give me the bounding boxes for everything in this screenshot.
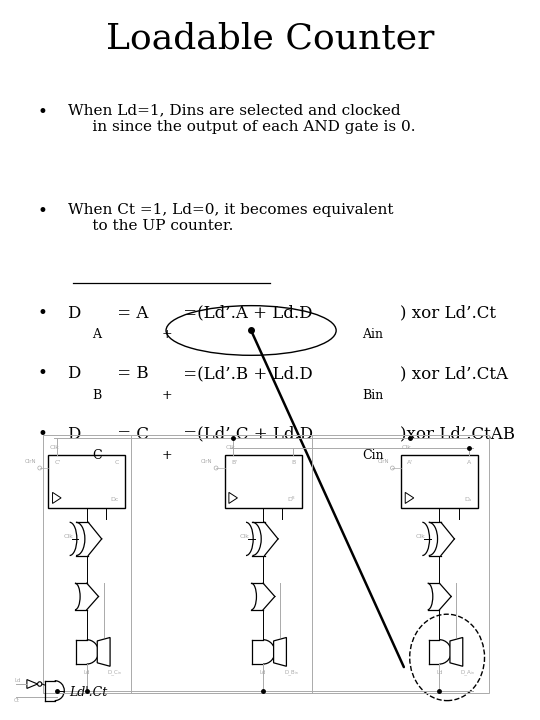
- Text: D: D: [68, 426, 81, 443]
- Text: +: +: [162, 389, 173, 402]
- Text: Ain: Ain: [362, 328, 383, 341]
- Text: Clk: Clk: [63, 534, 73, 539]
- Text: Clk: Clk: [402, 445, 412, 450]
- Text: C': C': [55, 460, 61, 465]
- Text: Ld'.Ct: Ld'.Ct: [70, 686, 108, 699]
- Text: C: C: [92, 449, 102, 462]
- Text: ClrN: ClrN: [201, 459, 213, 464]
- Bar: [43, 435, 489, 693]
- Text: ) xor Ld’.CtA: ) xor Ld’.CtA: [400, 365, 508, 382]
- Text: Ld: Ld: [436, 670, 443, 675]
- Text: = B: = B: [112, 365, 149, 382]
- Text: When Ld=1, Dins are selected and clocked
     in since the output of each AND ga: When Ld=1, Dins are selected and clocked…: [68, 104, 415, 134]
- Text: A': A': [407, 460, 414, 465]
- Text: Ld: Ld: [260, 670, 266, 675]
- Text: ) xor Ld’.Ct: ) xor Ld’.Ct: [400, 305, 496, 322]
- Text: •: •: [38, 104, 48, 121]
- Text: = C: = C: [112, 426, 149, 443]
- Polygon shape: [450, 637, 463, 666]
- Text: Loadable Counter: Loadable Counter: [106, 22, 434, 55]
- Text: When Ct =1, Ld=0, it becomes equivalent
     to the UP counter.: When Ct =1, Ld=0, it becomes equivalent …: [68, 203, 393, 233]
- Text: B: B: [291, 460, 295, 465]
- Text: A: A: [92, 328, 101, 341]
- Polygon shape: [274, 637, 286, 666]
- Text: Clk: Clk: [49, 445, 59, 450]
- Text: Ld: Ld: [84, 670, 90, 675]
- Text: D: D: [68, 365, 81, 382]
- Text: B': B': [231, 460, 237, 465]
- Text: Bin: Bin: [362, 389, 383, 402]
- Text: Clk: Clk: [226, 445, 235, 450]
- Bar: [131, 435, 312, 693]
- Text: Dₐ: Dₐ: [464, 498, 471, 503]
- Text: Clk: Clk: [240, 534, 249, 539]
- Text: +: +: [162, 328, 173, 341]
- Text: ClrN: ClrN: [25, 459, 36, 464]
- Text: D_Bᵢₙ: D_Bᵢₙ: [284, 670, 298, 675]
- Text: +: +: [162, 449, 173, 462]
- Bar: [401, 455, 478, 508]
- Text: D_Aᵢₙ: D_Aᵢₙ: [461, 670, 475, 675]
- Text: Dᴄ: Dᴄ: [110, 498, 119, 503]
- Text: •: •: [38, 305, 48, 322]
- Text: C: C: [114, 460, 119, 465]
- Text: =(Ld’.C + Ld.D: =(Ld’.C + Ld.D: [178, 426, 313, 443]
- Text: ClrN: ClrN: [377, 459, 389, 464]
- Text: A: A: [467, 460, 471, 465]
- Polygon shape: [97, 637, 110, 666]
- Text: Ct: Ct: [14, 698, 20, 703]
- Text: B: B: [92, 389, 101, 402]
- Bar: [48, 455, 125, 508]
- Text: )xor Ld’.CtAB: )xor Ld’.CtAB: [400, 426, 515, 443]
- Bar: [225, 455, 301, 508]
- Text: Dᴮ: Dᴮ: [287, 498, 295, 503]
- Text: •: •: [38, 365, 48, 382]
- Text: •: •: [38, 203, 48, 220]
- Text: Clk: Clk: [416, 534, 426, 539]
- Text: =(Ld’.B + Ld.D: =(Ld’.B + Ld.D: [178, 365, 313, 382]
- Text: Ld: Ld: [14, 678, 21, 683]
- Text: D_Cᵢₙ: D_Cᵢₙ: [108, 670, 122, 675]
- Text: Cin: Cin: [362, 449, 383, 462]
- Text: = A: = A: [112, 305, 148, 322]
- Text: =(Ld’.A + Ld.D: =(Ld’.A + Ld.D: [178, 305, 313, 322]
- Text: D: D: [68, 305, 81, 322]
- Text: •: •: [38, 426, 48, 443]
